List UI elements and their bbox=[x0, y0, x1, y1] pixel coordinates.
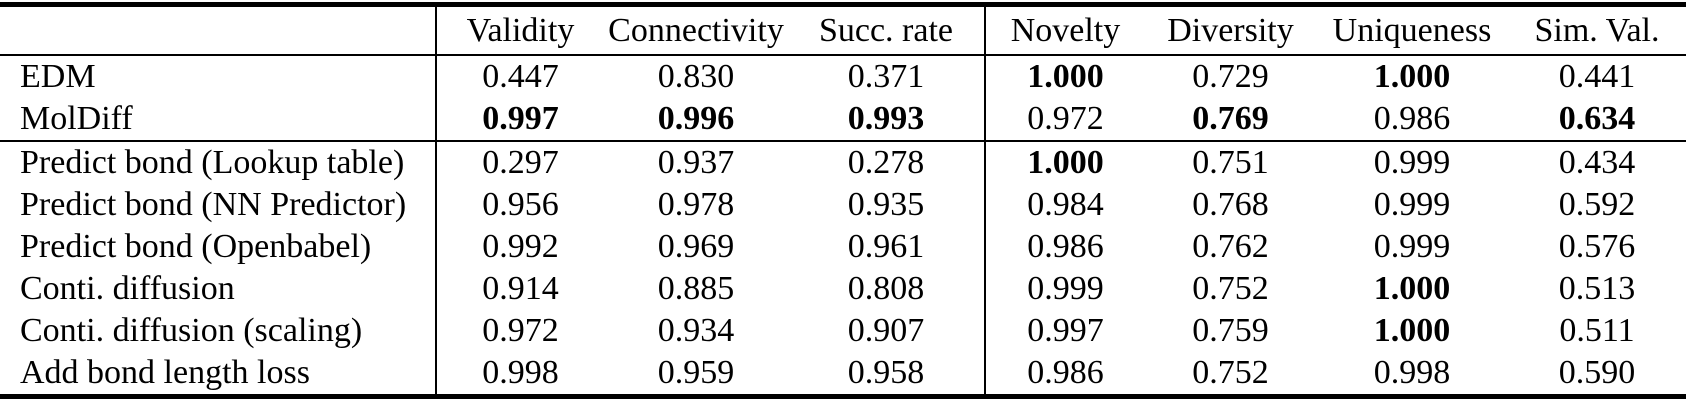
value-cell: 0.576 bbox=[1558, 228, 1636, 265]
value-cell: 0.634 bbox=[1558, 100, 1636, 137]
value-cell: 0.885 bbox=[657, 270, 735, 307]
value-cell: 0.759 bbox=[1192, 312, 1269, 349]
value-cell: 0.752 bbox=[1192, 270, 1269, 307]
value-cell: 0.371 bbox=[788, 55, 986, 98]
row-label: Predict bond (Lookup table) bbox=[0, 140, 437, 184]
table-row: Conti. diffusion (scaling) 0.972 0.934 0.90… bbox=[0, 310, 1686, 352]
value-cell: 0.986 bbox=[1373, 100, 1451, 137]
value-cell: 0.511 bbox=[1559, 312, 1635, 349]
row-label: Add bond length loss bbox=[0, 352, 437, 397]
value-cell: 0.992 bbox=[482, 228, 559, 265]
value-cell: 0.958 bbox=[788, 352, 986, 397]
table-row: Add bond length loss 0.998 0.959 0.958 0.986… bbox=[0, 352, 1686, 397]
value-cell: 0.998 bbox=[482, 354, 559, 391]
value-cell: 0.961 bbox=[788, 226, 986, 268]
column-header: Diversity bbox=[1145, 4, 1316, 56]
value-cell: 0.592 bbox=[1558, 186, 1636, 223]
row-label: MolDiff bbox=[0, 98, 437, 141]
value-cell: 0.998 bbox=[1373, 354, 1451, 391]
value-cell: 0.762 bbox=[1192, 228, 1269, 265]
value-cell: 0.935 bbox=[788, 184, 986, 226]
row-label: Predict bond (NN Predictor) bbox=[0, 184, 437, 226]
value-cell: 0.907 bbox=[788, 310, 986, 352]
value-cell: 0.278 bbox=[788, 140, 986, 184]
corner-cell bbox=[0, 4, 437, 56]
value-cell: 0.590 bbox=[1558, 354, 1636, 391]
row-label: Conti. diffusion (scaling) bbox=[0, 310, 437, 352]
table-row: MolDiff 0.997 0.996 0.993 0.972 0.769 0.986 0.6… bbox=[0, 98, 1686, 141]
column-header: Uniqueness bbox=[1316, 4, 1508, 56]
value-cell: 0.972 bbox=[1027, 100, 1104, 137]
value-cell: 0.997 bbox=[482, 100, 559, 137]
value-cell: 0.996 bbox=[657, 100, 735, 137]
value-cell: 1.000 bbox=[1373, 312, 1451, 349]
column-header: Validity bbox=[436, 4, 604, 56]
column-header: Sim. Val. bbox=[1508, 4, 1686, 56]
value-cell: 1.000 bbox=[1027, 58, 1104, 95]
value-cell: 0.997 bbox=[1027, 312, 1104, 349]
value-cell: 0.986 bbox=[1027, 354, 1104, 391]
value-cell: 1.000 bbox=[1373, 270, 1451, 307]
table-row: EDM 0.447 0.830 0.371 1.000 0.729 1.000 0.441 bbox=[0, 55, 1686, 98]
value-cell: 0.993 bbox=[788, 98, 986, 141]
value-cell: 0.447 bbox=[482, 58, 559, 95]
value-cell: 0.986 bbox=[1027, 228, 1104, 265]
column-header: Succ. rate bbox=[788, 4, 986, 56]
table-header: Validity Connectivity Succ. rate Novelty Div… bbox=[0, 4, 1686, 56]
table-row: Predict bond (NN Predictor) 0.956 0.978 0.9… bbox=[0, 184, 1686, 226]
value-cell: 0.999 bbox=[1373, 228, 1451, 265]
value-cell: 0.751 bbox=[1145, 140, 1316, 184]
table-row: Predict bond (Openbabel) 0.992 0.969 0.961 0… bbox=[0, 226, 1686, 268]
value-cell: 0.999 bbox=[1373, 186, 1451, 223]
value-cell: 0.999 bbox=[1027, 270, 1104, 307]
row-label: Predict bond (Openbabel) bbox=[0, 226, 437, 268]
table-row: Conti. diffusion 0.914 0.885 0.808 0.999 0.75… bbox=[0, 268, 1686, 310]
value-cell: 0.978 bbox=[657, 186, 735, 223]
value-cell: 1.000 bbox=[985, 140, 1145, 184]
value-cell: 1.000 bbox=[1373, 58, 1451, 95]
value-cell: 0.297 bbox=[436, 140, 604, 184]
value-cell: 0.808 bbox=[788, 268, 986, 310]
row-label: Conti. diffusion bbox=[0, 268, 437, 310]
value-cell: 0.984 bbox=[1027, 186, 1104, 223]
header-row: Validity Connectivity Succ. rate Novelty Div… bbox=[0, 4, 1686, 56]
value-cell: 0.914 bbox=[482, 270, 559, 307]
value-cell: 0.972 bbox=[482, 312, 559, 349]
value-cell: 0.956 bbox=[482, 186, 559, 223]
value-cell: 0.513 bbox=[1558, 270, 1636, 307]
value-cell: 0.937 bbox=[604, 140, 788, 184]
row-label: EDM bbox=[0, 55, 437, 98]
value-cell: 0.768 bbox=[1192, 186, 1269, 223]
value-cell: 0.729 bbox=[1192, 58, 1269, 95]
value-cell: 0.934 bbox=[657, 312, 735, 349]
table-body: EDM 0.447 0.830 0.371 1.000 0.729 1.000 0.441 Mo… bbox=[0, 55, 1686, 397]
value-cell: 0.959 bbox=[657, 354, 735, 391]
value-cell: 0.769 bbox=[1192, 100, 1269, 137]
value-cell: 0.969 bbox=[657, 228, 735, 265]
table-row: Predict bond (Lookup table) 0.297 0.937 0.2… bbox=[0, 140, 1686, 184]
value-cell: 0.830 bbox=[657, 58, 735, 95]
value-cell: 0.441 bbox=[1558, 58, 1636, 95]
value-cell: 0.752 bbox=[1192, 354, 1269, 391]
value-cell: 0.999 bbox=[1316, 140, 1508, 184]
column-header: Novelty bbox=[985, 4, 1145, 56]
value-cell: 0.434 bbox=[1508, 140, 1686, 184]
column-header: Connectivity bbox=[604, 4, 788, 56]
